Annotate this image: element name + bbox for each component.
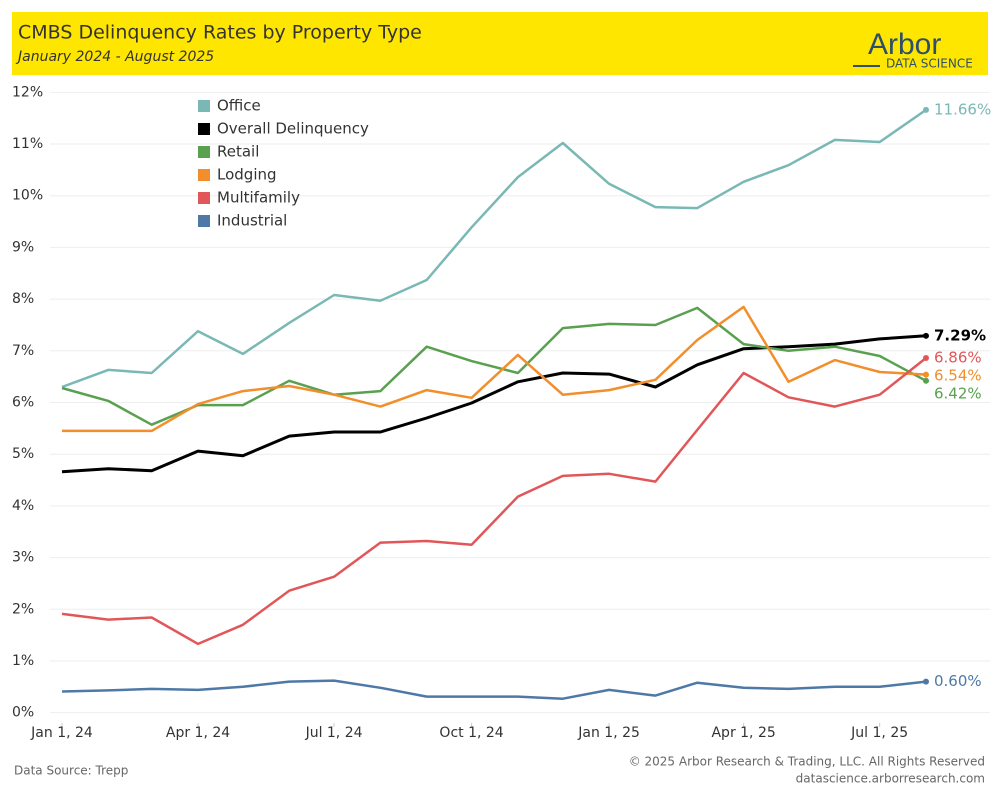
y-tick-label: 2% — [12, 601, 34, 617]
legend-swatch — [198, 192, 210, 204]
x-tick-label: Jul 1, 24 — [305, 725, 363, 741]
legend-label: Industrial — [217, 212, 287, 230]
value-label: 0.60% — [934, 672, 982, 690]
url: datascience.arborresearch.com — [796, 772, 985, 786]
chart-title: CMBS Delinquency Rates by Property Type — [18, 22, 422, 44]
value-label: 11.66% — [934, 100, 991, 118]
series-line — [61, 357, 927, 646]
end-point — [923, 106, 929, 113]
y-tick-label: 6% — [12, 395, 34, 411]
copyright: © 2025 Arbor Research & Trading, LLC. Al… — [629, 755, 985, 769]
y-tick-label: 0% — [12, 705, 34, 721]
series-line — [61, 108, 927, 389]
header-band — [12, 12, 988, 75]
legend-label: Office — [217, 97, 261, 115]
value-label: 6.42% — [934, 385, 982, 403]
series-line — [61, 334, 927, 474]
legend-swatch — [198, 215, 210, 227]
y-tick-label: 4% — [12, 498, 34, 514]
y-tick-label: 8% — [12, 291, 34, 307]
source: Data Source: Trepp — [14, 764, 128, 778]
series-line — [61, 306, 927, 426]
x-tick-label: Jul 1, 25 — [850, 725, 908, 741]
legend-label: Retail — [217, 143, 259, 161]
legend-label: Overall Delinquency — [217, 120, 369, 138]
y-tick-label: 10% — [12, 188, 43, 204]
logo: Arbor — [868, 28, 941, 61]
chart-subtitle: January 2024 - August 2025 — [15, 49, 214, 65]
legend-swatch — [198, 100, 210, 112]
y-tick-label: 9% — [12, 239, 34, 255]
x-tick-label: Jan 1, 24 — [30, 725, 93, 741]
logo-tagline: DATA SCIENCE — [886, 57, 973, 71]
value-label: 6.54% — [934, 367, 982, 385]
legend-swatch — [198, 169, 210, 181]
x-tick-label: Apr 1, 24 — [166, 725, 230, 741]
x-tick-label: Oct 1, 24 — [439, 725, 503, 741]
legend-swatch — [198, 146, 210, 158]
y-tick-label: 12% — [12, 84, 43, 100]
end-point — [923, 332, 929, 339]
legend-swatch — [198, 123, 210, 135]
y-tick-label: 11% — [12, 136, 43, 152]
y-tick-label: 7% — [12, 343, 34, 359]
end-point — [923, 678, 929, 685]
y-tick-label: 3% — [12, 550, 34, 566]
value-label: 6.86% — [934, 349, 982, 367]
end-point — [923, 371, 929, 378]
legend-label: Multifamily — [217, 189, 300, 207]
end-point — [923, 377, 929, 384]
value-label: 7.29% — [934, 326, 986, 344]
x-tick-label: Jan 1, 25 — [577, 725, 640, 741]
y-tick-label: 1% — [12, 653, 34, 669]
legend-label: Lodging — [217, 166, 277, 184]
series-line — [61, 679, 927, 700]
y-tick-label: 5% — [12, 446, 34, 462]
x-tick-label: Apr 1, 25 — [711, 725, 775, 741]
series-line — [62, 305, 927, 433]
end-point — [923, 355, 929, 362]
